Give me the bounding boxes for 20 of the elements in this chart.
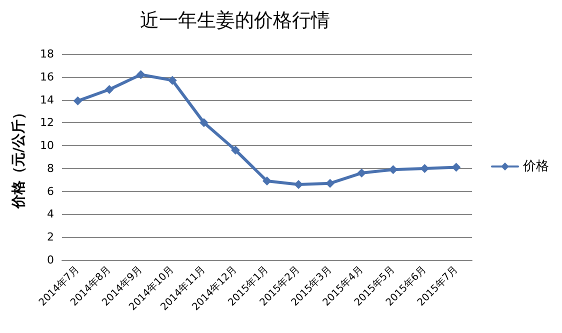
y-tick-label: 8: [47, 162, 54, 175]
point: [104, 84, 114, 94]
point: [168, 76, 177, 85]
y-axis-title: 价格（元/公斤）: [10, 105, 27, 210]
y-tick-label: 16: [40, 70, 54, 84]
y-tick-label: 6: [47, 184, 54, 198]
y-tick-label: 18: [40, 48, 54, 60]
chart-title: 近一年生姜的价格行情: [140, 10, 330, 32]
y-tick-label: 4: [47, 208, 54, 221]
point: [230, 146, 240, 155]
y-tick-label: 12: [40, 116, 54, 130]
point: [262, 176, 272, 186]
y-tick-label: 10: [40, 139, 54, 152]
y-tick-label: 0: [47, 254, 54, 266]
point: [73, 96, 82, 106]
legend-label: 价格: [522, 159, 549, 174]
y-tick-label: 14: [40, 93, 54, 106]
y-tick-label: 2: [47, 230, 54, 244]
point: [199, 118, 208, 128]
point: [136, 70, 146, 80]
